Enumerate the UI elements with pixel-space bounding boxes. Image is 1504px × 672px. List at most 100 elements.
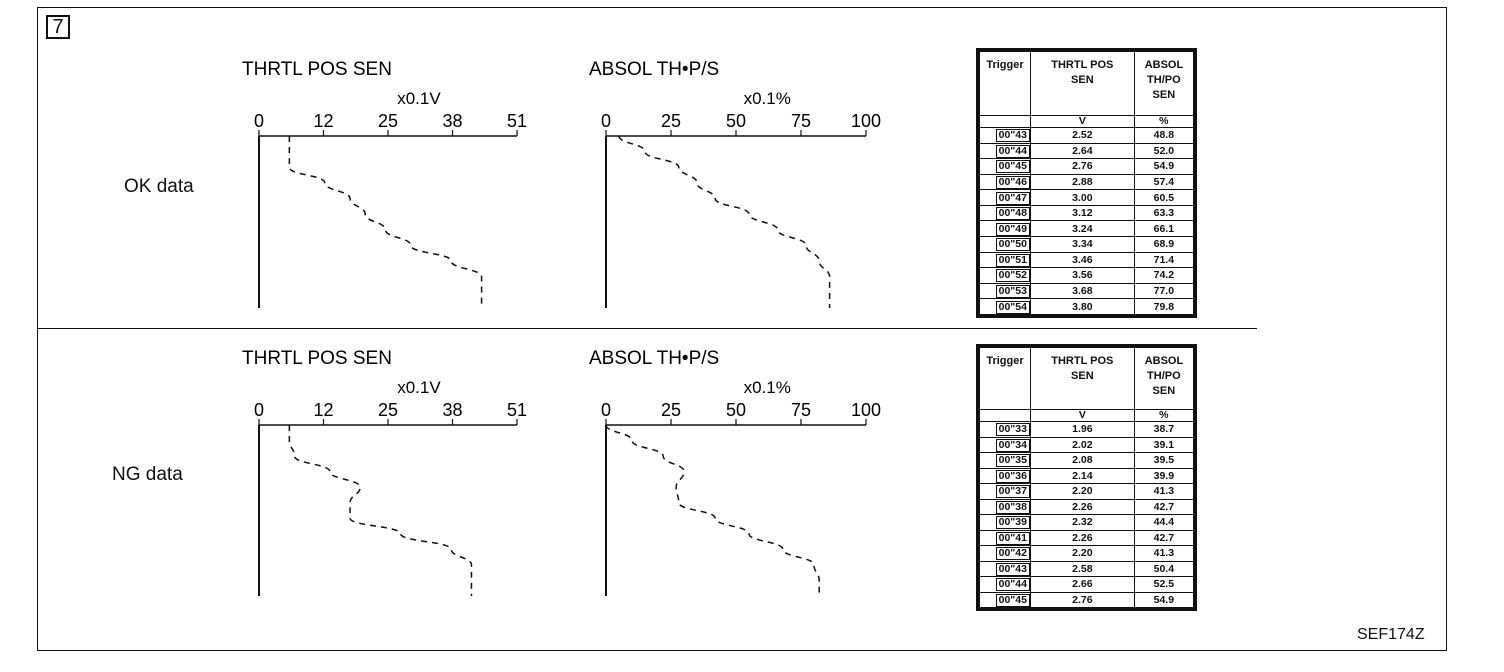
trigger-cell: 00"45: [979, 591, 1031, 608]
trigger-cell: 00"47: [979, 189, 1031, 206]
voltage-cell: 1.96: [1029, 421, 1135, 438]
tick-label: 12: [313, 400, 333, 420]
voltage-cell: 3.12: [1029, 204, 1135, 222]
ng-table-body: 00"33 1.96 38.7 00"34 2.02 39.1 00"35 2.08 39.5 0…: [979, 421, 1195, 608]
table-row: 00"54 3.80 79.8: [979, 298, 1195, 315]
trigger-time: 00"47: [995, 191, 1030, 205]
tick-label: 38: [442, 400, 462, 420]
table-row: 00"36 2.14 39.9: [979, 467, 1195, 484]
percent-cell: 38.7: [1133, 421, 1195, 438]
tick-label: 51: [507, 111, 527, 131]
voltage-cell: 3.68: [1029, 282, 1135, 300]
figure-frame: [37, 7, 1447, 651]
trigger-cell: 00"52: [979, 267, 1031, 284]
trigger-time: 00"53: [995, 285, 1030, 299]
ng-unit-percent: %: [1133, 409, 1195, 422]
trigger-time: 00"46: [995, 176, 1030, 190]
ok-data-label: OK data: [124, 176, 194, 197]
tick-label: 0: [254, 111, 264, 131]
panel-divider: [37, 328, 1257, 329]
voltage-cell: 2.76: [1029, 591, 1135, 608]
trigger-time: 00"39: [995, 516, 1030, 530]
trigger-cell: 00"44: [979, 576, 1031, 593]
table-row: 00"37 2.20 41.3: [979, 483, 1195, 500]
trigger-time: 00"49: [995, 222, 1030, 236]
trigger-time: 00"38: [995, 500, 1030, 514]
voltage-cell: 3.24: [1029, 220, 1135, 238]
ok-unit-volts: V: [1029, 115, 1135, 128]
table-row: 00"44 2.64 52.0: [979, 142, 1195, 160]
trigger-cell: 00"35: [979, 452, 1031, 469]
trigger-cell: 00"51: [979, 251, 1031, 269]
trigger-cell: 00"37: [979, 483, 1031, 500]
tick-label: 12: [313, 111, 333, 131]
trigger-cell: 00"33: [979, 421, 1031, 438]
voltage-cell: 2.02: [1029, 436, 1135, 453]
ng-header-thrtl: THRTL POS SEN: [1029, 347, 1135, 410]
table-row: 00"52 3.56 74.2: [979, 267, 1195, 284]
voltage-cell: 2.20: [1029, 483, 1135, 500]
ng-header-trigger: Trigger: [979, 347, 1031, 410]
absol-unit: x0.1%: [744, 89, 791, 108]
ng-header-absol: ABSOL TH/PO SEN: [1133, 347, 1195, 410]
trigger-cell: 00"42: [979, 545, 1031, 562]
percent-cell: 52.0: [1133, 142, 1195, 160]
trigger-cell: 00"43: [979, 127, 1031, 144]
tick-label: 0: [254, 400, 264, 420]
trigger-time: 00"33: [995, 423, 1030, 437]
table-row: 00"42 2.20 41.3: [979, 545, 1195, 562]
tick-label: 50: [726, 400, 746, 420]
trigger-time: 00"42: [995, 547, 1030, 561]
ng-data-label: NG data: [112, 464, 183, 485]
voltage-cell: 2.64: [1029, 142, 1135, 160]
thrtl-unit: x0.1V: [397, 378, 441, 397]
table-row: 00"35 2.08 39.5: [979, 452, 1195, 469]
trigger-time: 00"50: [995, 238, 1030, 252]
trigger-time: 00"36: [995, 469, 1030, 483]
table-row: 00"50 3.34 68.9: [979, 236, 1195, 253]
tick-label: 0: [601, 400, 611, 420]
table-row: 00"49 3.24 66.1: [979, 220, 1195, 238]
voltage-cell: 2.32: [1029, 514, 1135, 531]
percent-cell: 54.9: [1133, 158, 1195, 175]
trigger-cell: 00"53: [979, 282, 1031, 300]
voltage-cell: 3.00: [1029, 189, 1135, 206]
table-row: 00"45 2.76 54.9: [979, 158, 1195, 175]
percent-cell: 68.9: [1133, 236, 1195, 253]
tick-label: 25: [378, 111, 398, 131]
trigger-time: 00"35: [995, 454, 1030, 468]
percent-cell: 42.7: [1133, 529, 1195, 546]
thrtl-title: THRTL POS SEN: [242, 348, 392, 369]
percent-cell: 41.3: [1133, 483, 1195, 500]
trigger-time: 00"37: [995, 485, 1030, 499]
trigger-cell: 00"36: [979, 467, 1031, 484]
percent-cell: 79.8: [1133, 298, 1195, 315]
percent-cell: 39.9: [1133, 467, 1195, 484]
table-row: 00"47 3.00 60.5: [979, 189, 1195, 206]
voltage-cell: 2.88: [1029, 173, 1135, 191]
trigger-time: 00"45: [995, 160, 1030, 174]
ng-data-table: Trigger THRTL POS SEN ABSOL TH/PO SEN V …: [976, 344, 1197, 611]
table-row: 00"48 3.12 63.3: [979, 204, 1195, 222]
trigger-cell: 00"34: [979, 436, 1031, 453]
percent-cell: 48.8: [1133, 127, 1195, 144]
voltage-cell: 2.76: [1029, 158, 1135, 175]
figure-code: SEF174Z: [1357, 626, 1425, 643]
trigger-time: 00"43: [995, 129, 1030, 143]
table-row: 00"43 2.58 50.4: [979, 560, 1195, 577]
tick-label: 25: [378, 400, 398, 420]
tick-label: 75: [791, 400, 811, 420]
ok-unit-percent: %: [1133, 115, 1195, 128]
trigger-cell: 00"41: [979, 529, 1031, 546]
step-number-badge: 7: [46, 15, 70, 39]
voltage-cell: 2.52: [1029, 127, 1135, 144]
trigger-cell: 00"38: [979, 498, 1031, 515]
ok-header-trigger: Trigger: [979, 51, 1031, 116]
voltage-cell: 3.56: [1029, 267, 1135, 284]
percent-cell: 54.9: [1133, 591, 1195, 608]
percent-cell: 50.4: [1133, 560, 1195, 577]
table-row: 00"53 3.68 77.0: [979, 282, 1195, 300]
trigger-time: 00"43: [995, 562, 1030, 576]
tick-label: 38: [442, 111, 462, 131]
percent-cell: 42.7: [1133, 498, 1195, 515]
